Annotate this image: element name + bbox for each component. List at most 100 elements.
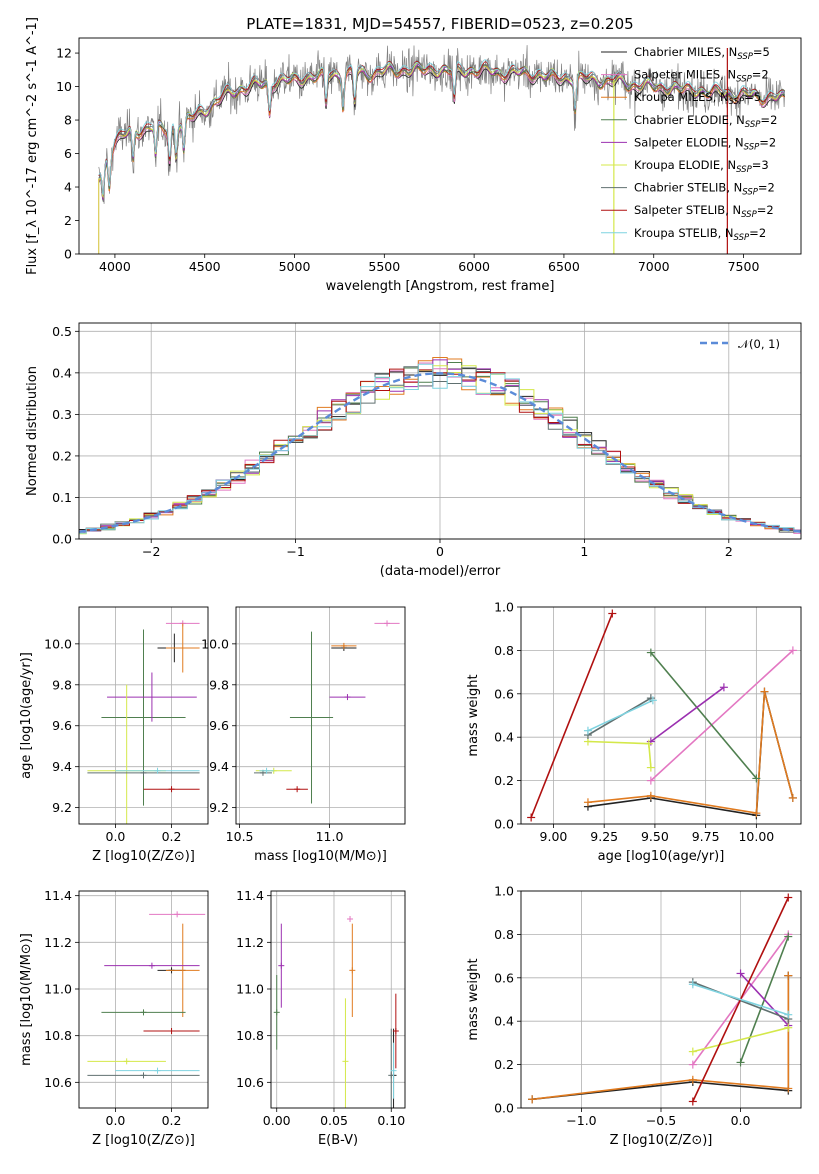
x-axis-label: wavelength [Angstrom, rest frame] [326,279,555,294]
x-tick-label: 0.2 [162,1113,182,1128]
x-tick-label: −2 [142,544,160,559]
legend-model-name: Salpeter STELIB [634,203,725,217]
legend-nssp-sub: SSP [745,120,761,130]
x-axis-label: Z [log10(Z/Z⊙)] [92,1133,195,1148]
axes-frame [78,606,209,825]
x-tick-label: 0.05 [320,1113,348,1128]
weight-series-line [587,691,794,817]
legend-entry: Chabrier ELODIE, NSSP=2 [634,113,777,130]
x-axis-label: age [log10(age/yr)] [598,849,725,864]
legend-entry: Kroupa MILES, NSSP=5 [634,90,761,107]
residual-histogram-step [79,365,801,535]
y-tick-label: 11.0 [44,982,72,997]
y-tick-label: 2 [64,213,72,228]
x-tick-label: 1 [580,544,588,559]
y-tick-label: 0.1 [52,490,72,505]
y-tick-label: 11.0 [236,982,264,997]
panel-age-vs-Z: 0.0 0.2 9.2 9.4 9.6 9.8 10.0 Z [log10(Z/Z⊙)] age… [19,606,209,864]
weight-series-line [587,691,794,815]
legend-nssp-prefix: , N [726,181,742,195]
plot-area [253,620,400,804]
x-tick-label: 7000 [638,259,670,274]
y-tick-label: 0.4 [494,730,514,745]
legend-nssp-sub: SSP [736,75,752,85]
legend-nssp-eq: = [758,181,768,195]
y-tick-label: 0.4 [494,1014,514,1029]
legend-nssp-prefix: , N [728,135,744,149]
x-tick-label: −1.0 [566,1113,596,1128]
legend-nssp-value: 3 [761,158,768,172]
legend-entry: Salpeter ELODIE, NSSP=2 [634,135,776,152]
legend-nssp-eq: = [752,68,762,82]
y-tick-label: 0.0 [52,532,72,547]
x-tick-label: 6500 [548,259,580,274]
x-tick-label: −0.5 [646,1113,676,1128]
legend-entry: Chabrier STELIB, NSSP=2 [634,181,775,198]
legend-nssp-eq: = [757,203,767,217]
y-tick-label: 9.4 [52,759,72,774]
legend-nssp-value: 2 [759,226,766,240]
legend-nssp-eq: = [753,45,763,59]
x-tick-label: 0 [436,544,444,559]
legend-nssp-eq: = [759,135,769,149]
legend-nssp-sub: SSP [729,97,745,107]
y-tick-label: 0.0 [494,817,514,832]
y-tick-label: 0.5 [52,324,72,339]
y-tick-label: 11.4 [44,888,72,903]
legend-nssp-sub: SSP [744,142,760,152]
y-tick-label: 10.6 [44,1075,72,1090]
y-tick-label: 0.8 [494,643,514,658]
x-tick-label: 9.00 [540,829,568,844]
axes-frame [78,890,209,1109]
legend-entry: Kroupa STELIB, NSSP=2 [634,226,766,243]
y-tick-label: 10.6 [236,1075,264,1090]
plot-area [530,613,794,818]
x-axis-label: mass [log10(M/M⊙)] [254,849,387,864]
y-axis-label: mass weight [466,674,481,756]
x-tick-label: 9.25 [590,829,618,844]
axes-frame [520,890,802,1109]
x-tick-label: 0.0 [731,1113,751,1128]
weight-series-line [587,740,652,768]
legend-entry: Chabrier MILES, NSSP=5 [634,45,770,62]
y-tick-label: 12 [56,46,72,61]
y-tick-label: 9.6 [209,718,229,733]
legend-nssp-prefix: , N [718,226,734,240]
axes-frame [520,606,802,825]
axes-frame [78,37,802,255]
x-tick-label: 11.0 [316,829,344,844]
legend-nssp-prefix: , N [713,90,729,104]
y-tick-label: 9.8 [209,677,229,692]
weight-series-line [587,699,654,732]
legend-nssp-value: 2 [761,68,768,82]
residual-histogram-step [79,362,801,534]
legend-model-name: Salpeter MILES [634,68,720,82]
x-tick-label: 0.2 [162,829,182,844]
weight-series-line [532,975,790,1101]
panel-weight-vs-age: 9.00 9.25 9.50 9.75 10.00 0.0 0.2 0.4 0.6 0.8 1.0 a… [466,600,802,864]
y-tick-label: 9.2 [209,800,229,815]
y-tick-label: 10 [56,79,72,94]
legend-model-name: Chabrier ELODIE [634,113,729,127]
legend-model-name: Chabrier MILES [634,45,721,59]
legend-nssp-value: 2 [766,203,773,217]
y-tick-label: 9.8 [52,677,72,692]
x-tick-label: 7500 [728,259,760,274]
y-tick-label: 0.6 [494,686,514,701]
legend-nssp-eq: = [744,90,754,104]
y-tick-label: 0 [64,247,72,262]
weight-series-line [650,652,758,779]
y-tick-label: 6 [64,146,72,161]
legend-entry: Salpeter MILES, NSSP=2 [634,68,769,85]
panel-age-vs-mass: 10.5 11.0 9.2 9.4 9.6 9.8 10.0 mass [log10(M/M⊙… [201,606,406,864]
residual-histogram-step [79,368,801,532]
legend-nssp-prefix: , N [720,68,736,82]
legend-entry: 𝒩(0, 1) [738,337,780,351]
legend-nssp-sub: SSP [737,52,753,62]
y-tick-label: 0.8 [494,927,514,942]
legend-model-name: Kroupa STELIB [634,226,718,240]
y-tick-label: 1.0 [494,600,514,615]
y-tick-label: 10.8 [236,1028,264,1043]
